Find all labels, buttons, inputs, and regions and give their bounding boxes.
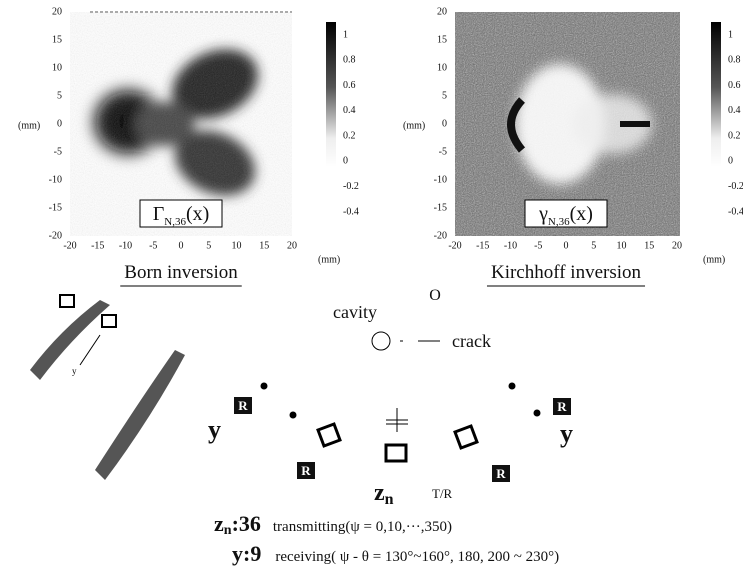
legend-symbol: z xyxy=(214,511,224,536)
receiver-mark: R xyxy=(301,463,311,478)
probe-y-label: y xyxy=(72,366,77,376)
y-tick-label: 5 xyxy=(442,90,447,101)
colorbar-tick-label: 1 xyxy=(728,29,733,40)
legend-line: y:9 receiving( ψ - θ = 130°~160°, 180, 20… xyxy=(232,541,559,566)
y-tick-label: -5 xyxy=(54,146,62,157)
caption: Born inversion xyxy=(124,262,238,283)
y-tick-label: -20 xyxy=(434,230,447,241)
inset-symbol: Γ xyxy=(153,203,165,225)
colorbar-tick-label: -0.2 xyxy=(343,181,359,192)
colorbar-tick-label: 0 xyxy=(728,156,733,167)
x-tick-label: 5 xyxy=(591,240,596,251)
y-label: y xyxy=(208,415,221,444)
y-tick-label: -15 xyxy=(49,202,62,213)
figure: cavity O crack R R R R y y y zn T/R zn:3… xyxy=(0,0,743,576)
x-tick-label: 0 xyxy=(564,240,569,251)
colorbar-tick-label: 0.4 xyxy=(728,105,741,116)
colorbar-tick-label: 0.8 xyxy=(728,55,741,66)
colorbar-tick-label: -0.4 xyxy=(728,206,743,217)
x-tick-label: 5 xyxy=(206,240,211,251)
inset-subscript: N,36 xyxy=(164,216,186,228)
legend-symbol: y xyxy=(232,541,243,566)
probe-sketch xyxy=(30,295,185,480)
y-tick-label: -15 xyxy=(434,202,447,213)
y-tick-label: -10 xyxy=(49,174,62,185)
cavity-label: cavity xyxy=(333,302,377,322)
y-label: y xyxy=(560,419,573,448)
diagram-shapes xyxy=(261,332,540,461)
inset-arg: (x) xyxy=(570,203,593,225)
y-tick-label: 10 xyxy=(437,62,447,73)
x-tick-label: -20 xyxy=(63,240,76,251)
x-tick-label: 15 xyxy=(259,240,269,251)
legend-text: transmitting(ψ = 0,10,···,350) xyxy=(273,519,452,535)
colorbar-tick-label: -0.4 xyxy=(343,206,359,217)
x-tick-label: 20 xyxy=(287,240,297,251)
colorbar-tick-label: 0.2 xyxy=(343,130,356,141)
caption: Kirchhoff inversion xyxy=(491,262,642,283)
x-tick-label: -20 xyxy=(448,240,461,251)
zn-label: zn xyxy=(374,480,394,508)
y-tick-label: -5 xyxy=(439,146,447,157)
colorbar-tick-label: 0 xyxy=(343,156,348,167)
x-tick-label: -5 xyxy=(149,240,157,251)
y-tick-label: 15 xyxy=(437,34,447,45)
colorbar xyxy=(326,22,336,167)
legend-count: :36 xyxy=(232,511,261,536)
legend-count: :9 xyxy=(243,541,261,566)
inset-arg: (x) xyxy=(186,203,209,225)
x-tick-label: 20 xyxy=(672,240,682,251)
x-tick-label: 10 xyxy=(232,240,242,251)
y-tick-label: -10 xyxy=(434,174,447,185)
x-tick-label: 0 xyxy=(179,240,184,251)
tr-label: T/R xyxy=(432,486,453,501)
y-tick-label: 5 xyxy=(57,90,62,101)
inset-symbol: γ xyxy=(538,203,548,225)
x-tick-label: -10 xyxy=(119,240,132,251)
y-tick-label: 20 xyxy=(52,6,62,17)
receiver-mark: R xyxy=(238,398,248,413)
x-tick-label: -15 xyxy=(91,240,104,251)
y-tick-label: 10 xyxy=(52,62,62,73)
zn-subscript: n xyxy=(385,491,394,508)
x-tick-label: -10 xyxy=(504,240,517,251)
y-axis-label: (mm) xyxy=(403,120,425,131)
crack-label: crack xyxy=(452,331,491,351)
x-tick-label: 10 xyxy=(617,240,627,251)
receiver-mark: R xyxy=(557,399,567,414)
x-tick-label: 15 xyxy=(644,240,654,251)
diagram-text: cavity O crack R R R R y y y zn T/R zn:3… xyxy=(72,287,573,566)
y-axis-label: (mm) xyxy=(18,120,40,131)
y-tick-label: 20 xyxy=(437,6,447,17)
colorbar-tick-label: 0.6 xyxy=(343,80,356,91)
legend-subscript: n xyxy=(224,523,232,538)
receiver-boxes xyxy=(234,397,571,482)
colorbar xyxy=(711,22,721,167)
colorbar-tick-label: 0.2 xyxy=(728,130,741,141)
zn-symbol: z xyxy=(374,480,385,506)
y-tick-label: -20 xyxy=(49,230,62,241)
y-tick-label: 15 xyxy=(52,34,62,45)
y-tick-label: 0 xyxy=(442,118,447,129)
inset-subscript: N,36 xyxy=(548,216,570,228)
y-tick-label: 0 xyxy=(57,118,62,129)
x-axis-label: (mm) xyxy=(318,254,340,265)
colorbar-tick-label: 0.4 xyxy=(343,105,356,116)
legend-line: zn:36 transmitting(ψ = 0,10,···,350) xyxy=(214,511,452,538)
origin-label: O xyxy=(429,287,441,304)
receiver-mark: R xyxy=(496,466,506,481)
x-tick-label: -15 xyxy=(476,240,489,251)
colorbar-tick-label: 0.6 xyxy=(728,80,741,91)
x-tick-label: -5 xyxy=(534,240,542,251)
colorbar-tick-label: -0.2 xyxy=(728,181,743,192)
colorbar-tick-label: 1 xyxy=(343,29,348,40)
colorbar-tick-label: 0.8 xyxy=(343,55,356,66)
legend-text: receiving( ψ - θ = 130°~160°, 180, 200 ~… xyxy=(275,549,559,565)
x-axis-label: (mm) xyxy=(703,254,725,265)
